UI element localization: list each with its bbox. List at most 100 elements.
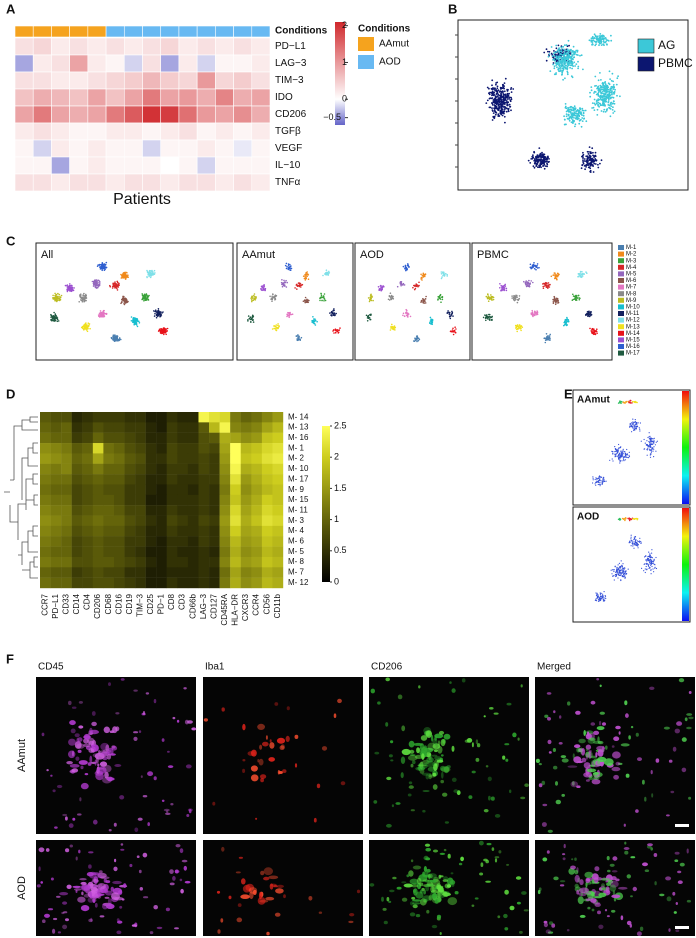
heatmap-cell (230, 505, 241, 516)
heatmap-cell (160, 173, 180, 192)
heatmap-cell (219, 412, 231, 423)
heatmap-cell (135, 567, 146, 578)
scatter-dot (595, 477, 597, 479)
heatmap-cell (40, 577, 51, 589)
scatter-dot (624, 402, 626, 404)
scatter-dot (486, 315, 489, 318)
scatter-dot (403, 284, 406, 286)
scatter-dot (505, 289, 508, 292)
scatter-dot (253, 293, 256, 295)
scatter-dot (633, 426, 635, 428)
scatter-dot (282, 284, 285, 287)
heatmap-cell (251, 88, 271, 107)
scatter-dot (332, 309, 335, 312)
scatter-dot (599, 103, 602, 105)
scatter-dot (615, 448, 617, 450)
scatter-dot (623, 572, 626, 574)
scatter-dot (554, 299, 557, 301)
scatter-dot (618, 459, 620, 461)
scatter-dot (503, 90, 506, 93)
scatter-dot (519, 325, 522, 328)
legend-swatch (358, 55, 374, 69)
scatter-dot (643, 438, 645, 441)
scatter-dot (134, 323, 137, 325)
scatter-dot (251, 314, 254, 317)
legend-label: AG (658, 38, 675, 52)
scatter-dot (60, 294, 63, 297)
scatter-dot (616, 450, 618, 452)
heatmap-cell (219, 505, 231, 516)
heatmap-cell (50, 567, 62, 578)
scatter-dot (577, 67, 579, 70)
scatter-dot (425, 295, 427, 298)
scatter-dot (518, 326, 520, 329)
scatter-dot (596, 328, 598, 331)
scatter-dot (599, 478, 601, 480)
scatter-dot (160, 313, 162, 316)
scatter-dot (305, 271, 308, 274)
scatter-dot (316, 320, 318, 323)
scatter-dot (563, 44, 566, 47)
scatter-dot (557, 44, 560, 47)
scatter-dot (580, 112, 582, 115)
heatmap-cell (196, 54, 216, 73)
row-label: IL−10 (275, 160, 301, 171)
scatter-dot (646, 449, 648, 451)
scatter-dot (416, 340, 418, 343)
heatmap-cell (14, 156, 34, 175)
heatmap-cell (177, 505, 189, 516)
scatter-dot (69, 290, 72, 292)
scatter-dot (273, 327, 275, 330)
scatter-dot (501, 87, 504, 90)
heatmap-cell (230, 515, 241, 527)
heatmap-cell (160, 37, 180, 56)
heatmap-cell (82, 432, 94, 444)
heatmap-cell (82, 494, 94, 506)
scatter-dot (164, 331, 166, 333)
scatter-dot (601, 96, 603, 98)
heatmap-cell (156, 525, 167, 537)
scatter-dot (583, 273, 585, 275)
dendrogram-branches (4, 416, 38, 579)
scatter-dot (631, 426, 634, 428)
column-label: CD56 (262, 593, 271, 614)
scatter-dot (143, 295, 145, 297)
scatter-dot (609, 115, 612, 118)
heatmap-cell (61, 556, 72, 568)
heatmap-cell (215, 173, 234, 192)
panel-label: E (564, 386, 573, 401)
heatmap-cell (71, 494, 83, 506)
legend-swatch (618, 344, 624, 349)
scatter-dot (509, 100, 512, 103)
scatter-dot (501, 288, 503, 290)
heatmap-cell (233, 37, 253, 56)
heatmap-cell (14, 139, 34, 158)
scatter-dot (306, 275, 309, 278)
scatter-dot (420, 301, 422, 303)
scatter-dot (555, 47, 558, 50)
scatter-dot (162, 311, 164, 313)
heatmap-cell (272, 422, 284, 433)
heatmap-cell (82, 567, 94, 578)
scatter-dot (584, 168, 586, 171)
heatmap-cell (145, 525, 157, 537)
scatter-dot (632, 421, 634, 423)
scatter-dot (553, 67, 556, 70)
scatter-dot (606, 90, 609, 93)
scatter-dot (277, 327, 279, 330)
scatter-dot (54, 316, 56, 318)
scatter-dot (289, 263, 291, 266)
scatter-dot (594, 151, 597, 154)
scatter-dot (422, 274, 424, 277)
row-label: M- 2 (288, 454, 305, 463)
scatter-dot (653, 559, 655, 561)
scatter-dot (284, 264, 287, 267)
scatter-dot (599, 89, 602, 91)
scatter-dot (578, 122, 581, 125)
scatter-dot (624, 567, 626, 569)
legend-label: M-5 (626, 271, 637, 277)
scatter-dot (71, 288, 74, 290)
scatter-dot (501, 289, 503, 292)
scatter-dot (250, 316, 252, 318)
scatter-dot (581, 273, 584, 275)
